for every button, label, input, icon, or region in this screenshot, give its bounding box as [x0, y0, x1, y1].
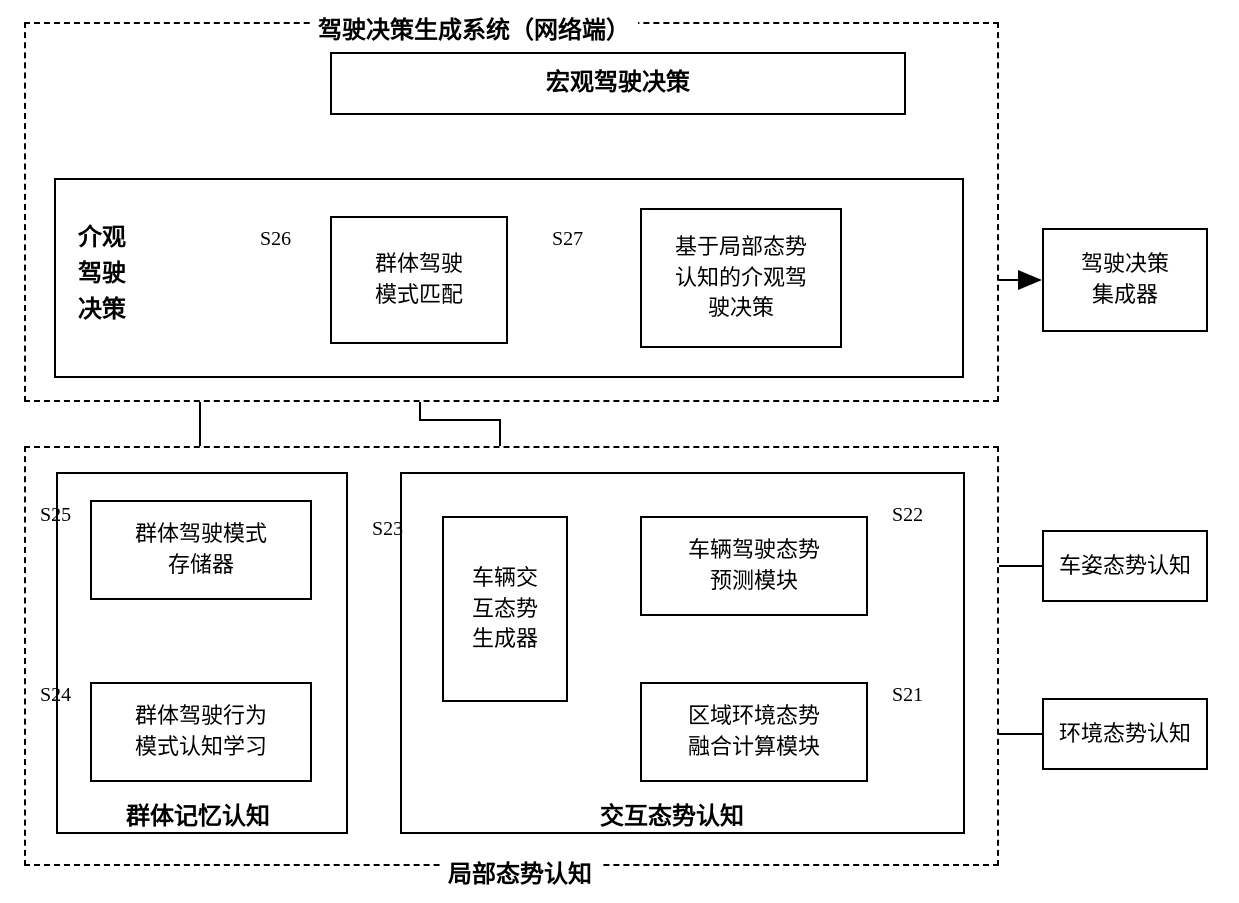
learning-label: 群体驾驶行为模式认知学习 [135, 701, 267, 763]
interaction-title-text: 交互态势认知 [600, 804, 744, 830]
meso-decision-label: 基于局部态势认知的介观驾驶决策 [675, 232, 807, 324]
pattern-match-box: 群体驾驶模式匹配 [330, 216, 508, 344]
pattern-match-label: 群体驾驶模式匹配 [375, 249, 463, 311]
external-posture-label: 车姿态势认知 [1059, 551, 1191, 582]
external-env-box: 环境态势认知 [1042, 698, 1208, 770]
learning-box: 群体驾驶行为模式认知学习 [90, 682, 312, 782]
step-s25: S25 [40, 504, 71, 527]
bottom-section-title: 局部态势认知 [440, 854, 600, 889]
step-s23: S23 [372, 518, 403, 541]
interaction-title: 交互态势认知 [600, 796, 744, 831]
meso-label-text: 介观驾驶决策 [78, 225, 126, 323]
env-fusion-box: 区域环境态势融合计算模块 [640, 682, 868, 782]
external-posture-box: 车姿态势认知 [1042, 530, 1208, 602]
meso-decision-box: 基于局部态势认知的介观驾驶决策 [640, 208, 842, 348]
step-s24: S24 [40, 684, 71, 707]
group-memory-title-text: 群体记忆认知 [126, 804, 270, 830]
external-env-label: 环境态势认知 [1059, 719, 1191, 750]
bottom-title-text: 局部态势认知 [448, 862, 592, 888]
storage-box: 群体驾驶模式存储器 [90, 500, 312, 600]
generator-box: 车辆交互态势生成器 [442, 516, 568, 702]
env-fusion-label: 区域环境态势融合计算模块 [688, 701, 820, 763]
group-memory-title: 群体记忆认知 [126, 796, 270, 831]
predict-label: 车辆驾驶态势预测模块 [688, 535, 820, 597]
step-s22: S22 [892, 504, 923, 527]
top-title-text: 驾驶决策生成系统（网络端） [318, 18, 630, 44]
step-s27: S27 [552, 228, 583, 251]
macro-decision-box: 宏观驾驶决策 [330, 52, 906, 115]
macro-label: 宏观驾驶决策 [546, 67, 690, 101]
predict-box: 车辆驾驶态势预测模块 [640, 516, 868, 616]
integrator-label: 驾驶决策集成器 [1081, 249, 1169, 311]
generator-label: 车辆交互态势生成器 [472, 563, 538, 655]
integrator-box: 驾驶决策集成器 [1042, 228, 1208, 332]
meso-label: 介观驾驶决策 [78, 220, 138, 328]
storage-label: 群体驾驶模式存储器 [135, 519, 267, 581]
step-s21: S21 [892, 684, 923, 707]
top-section-title: 驾驶决策生成系统（网络端） [310, 10, 638, 45]
step-s26: S26 [260, 228, 291, 251]
